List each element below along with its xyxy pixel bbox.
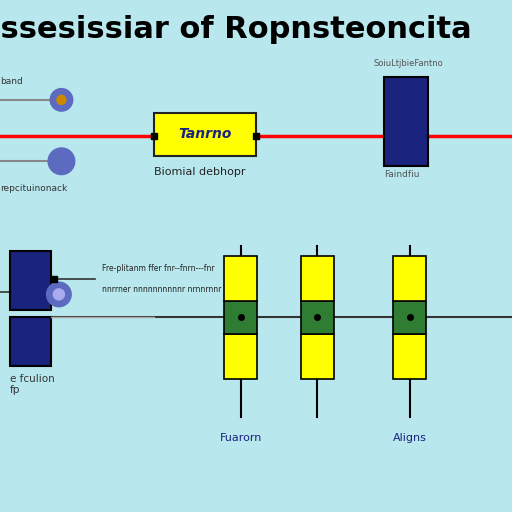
Text: Faindfiu: Faindfiu: [384, 169, 419, 179]
Text: Tanrno: Tanrno: [178, 127, 231, 141]
Text: Fre-plitanm ffer fnr--fnrn---fnr: Fre-plitanm ffer fnr--fnrn---fnr: [102, 264, 215, 273]
Bar: [393, 256, 426, 301]
Bar: [393, 301, 426, 334]
Bar: [301, 256, 334, 301]
Bar: [224, 301, 257, 334]
Bar: [301, 334, 334, 379]
Circle shape: [47, 282, 71, 307]
Text: issesissiar of Ropnsteoncita: issesissiar of Ropnsteoncita: [0, 15, 472, 45]
Bar: [224, 256, 257, 301]
Bar: [10, 317, 51, 366]
Text: SoiuLtjbieFantno: SoiuLtjbieFantno: [374, 59, 443, 69]
Text: Aligns: Aligns: [393, 433, 426, 443]
Bar: [224, 334, 257, 379]
Circle shape: [48, 148, 75, 175]
Text: nnrrner nnnnnnnnnnr nrnnrnnr nrnnrnnr: nnrrner nnnnnnnnnnr nrnnrnnr nrnnrnnr: [102, 285, 258, 294]
Circle shape: [57, 95, 66, 104]
Bar: [393, 334, 426, 379]
Text: Fuarorn: Fuarorn: [220, 433, 262, 443]
Bar: [154, 113, 256, 156]
Bar: [301, 301, 334, 334]
Circle shape: [53, 289, 65, 300]
Bar: [10, 251, 51, 310]
Text: e fculion
fp: e fculion fp: [10, 374, 55, 395]
Text: band: band: [0, 77, 23, 87]
Text: Biomial debhopr: Biomial debhopr: [154, 166, 245, 177]
Text: repcituinonack: repcituinonack: [0, 184, 67, 193]
Circle shape: [50, 89, 73, 111]
Bar: [384, 77, 428, 166]
